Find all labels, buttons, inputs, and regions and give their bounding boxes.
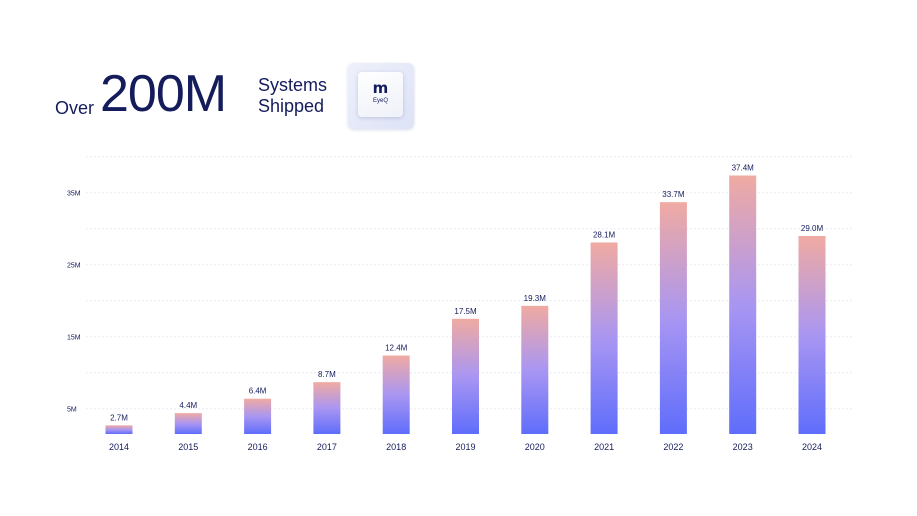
bar-2022: [659, 202, 687, 434]
y-tick-label: 5M: [67, 406, 77, 413]
data-label-2019: 17.5M: [454, 307, 477, 316]
data-label-2023: 37.4M: [732, 164, 755, 173]
bar-2021: [590, 242, 618, 434]
data-label-2015: 4.4M: [179, 401, 197, 410]
x-tick-label-2017: 2017: [317, 442, 337, 452]
bar-2023: [729, 175, 757, 434]
headline-suffix-line2: Shipped: [258, 96, 325, 116]
x-tick-label-2018: 2018: [386, 442, 406, 452]
headline-prefix: Over: [55, 98, 95, 118]
bar-2020: [521, 305, 549, 434]
eyeq-chip-image: m EyeQ: [348, 63, 414, 129]
data-label-2024: 29.0M: [801, 224, 824, 233]
data-label-2014: 2.7M: [110, 413, 128, 422]
data-label-2021: 28.1M: [593, 230, 616, 239]
y-tick-label: 35M: [67, 190, 81, 197]
x-tick-label-2014: 2014: [109, 442, 129, 452]
data-label-2017: 8.7M: [318, 370, 336, 379]
bar-2016: [244, 398, 272, 434]
x-tick-label-2022: 2022: [663, 442, 683, 452]
bars: [105, 175, 826, 434]
x-tick-label-2024: 2024: [802, 442, 822, 452]
bar-2017: [313, 382, 341, 434]
data-labels: 2.7M 4.4M 6.4M 8.7M 12.4M 17.5M 19.3M 28.1M 33.7…: [110, 164, 823, 423]
x-tick-label-2020: 2020: [525, 442, 545, 452]
eyeq-chip-die: m EyeQ: [358, 72, 403, 117]
bar-2024: [798, 236, 826, 434]
x-tick-label-2021: 2021: [594, 442, 614, 452]
x-tick-label-2015: 2015: [178, 442, 198, 452]
bar-2018: [382, 355, 410, 434]
bar-2014: [105, 425, 133, 434]
headline-suffix-line1: Systems: [258, 75, 328, 95]
x-tick-label-2019: 2019: [455, 442, 475, 452]
x-axis-ticks: 2014 2015 2016 2017 2018 2019 2020 2021 2022 2023…: [109, 442, 822, 452]
y-axis-ticks: 5M 15M 25M 35M: [67, 190, 81, 413]
headline-suffix: Systems Shipped: [258, 75, 327, 117]
mobileye-logo-icon: m: [372, 79, 389, 97]
headline-number: 200M: [100, 65, 227, 123]
y-tick-label: 15M: [67, 334, 81, 341]
data-label-2020: 19.3M: [524, 294, 547, 303]
x-tick-label-2016: 2016: [248, 442, 268, 452]
bar-2015: [174, 413, 202, 434]
data-label-2022: 33.7M: [662, 190, 685, 199]
bar-2019: [452, 318, 479, 434]
data-label-2018: 12.4M: [385, 344, 408, 353]
data-label-2016: 6.4M: [249, 387, 267, 396]
y-tick-label: 25M: [67, 262, 81, 269]
x-tick-label-2023: 2023: [733, 442, 753, 452]
chip-label: EyeQ: [372, 98, 388, 104]
